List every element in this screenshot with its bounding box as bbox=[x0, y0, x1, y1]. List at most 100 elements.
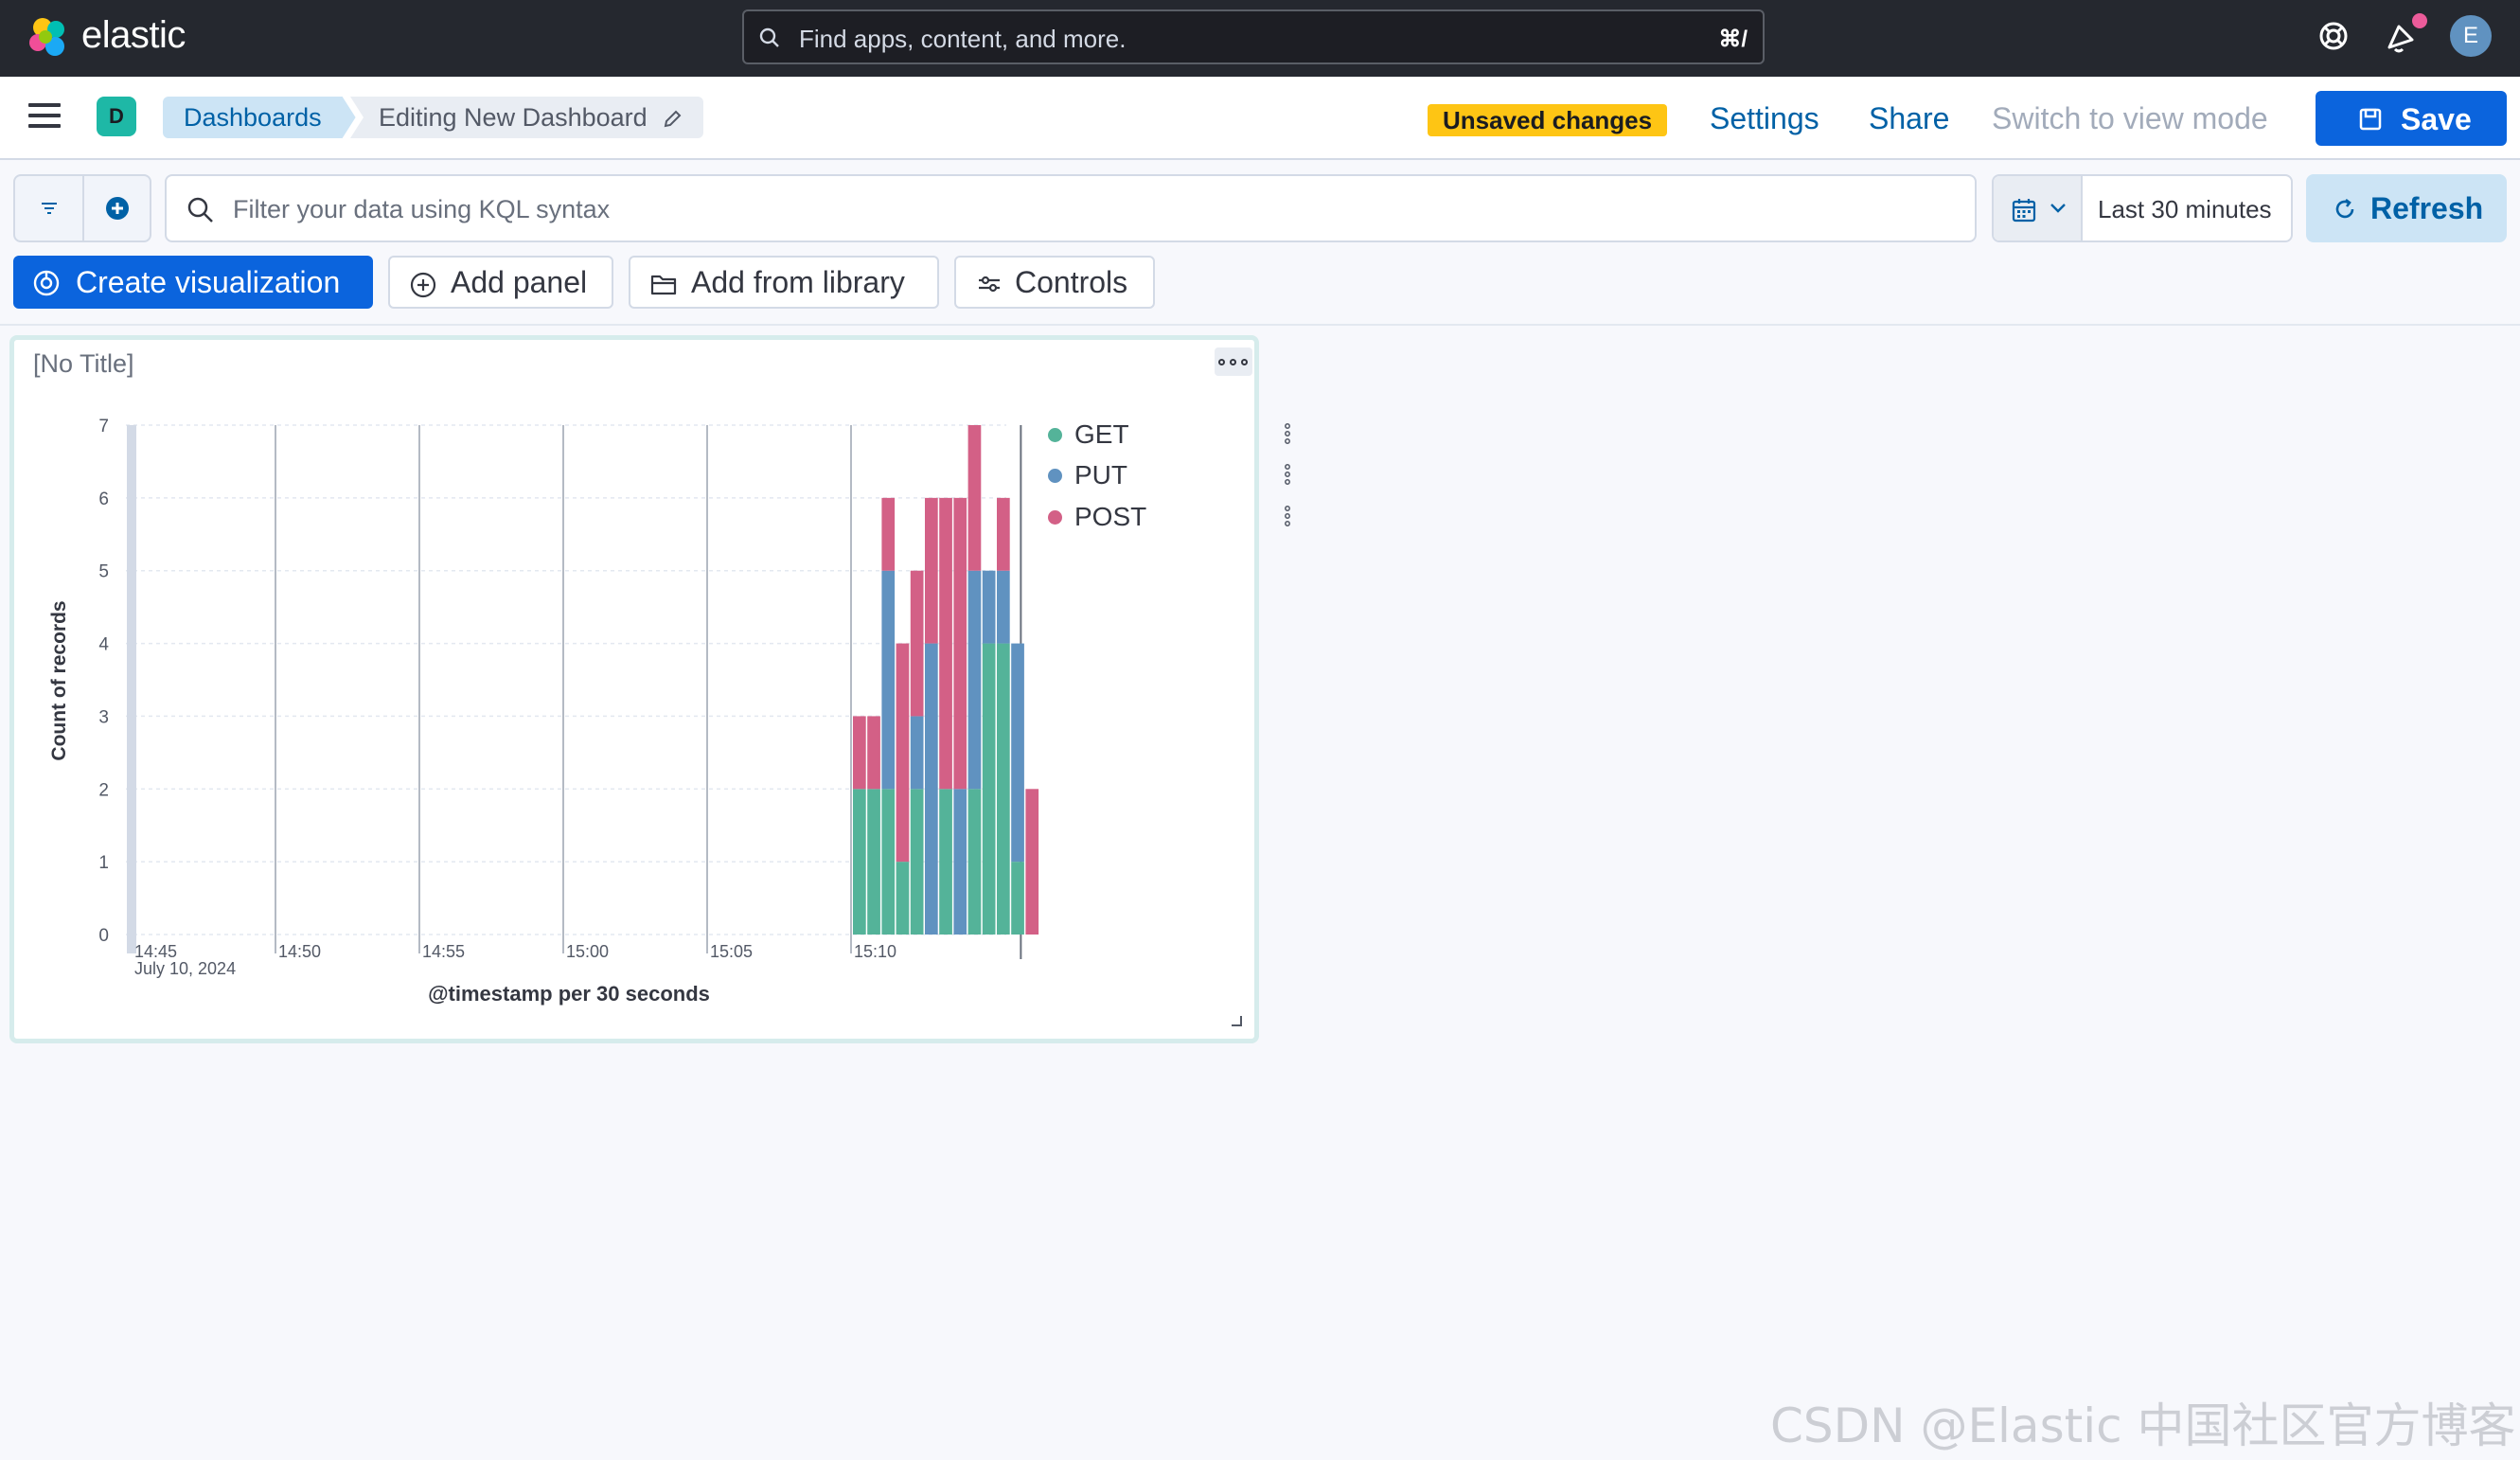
x-tick-label: 14:50 bbox=[278, 942, 321, 961]
legend-color-dot bbox=[1048, 469, 1062, 483]
x-axis-title: @timestamp per 30 seconds bbox=[428, 982, 710, 1006]
bar-segment-post bbox=[896, 643, 910, 863]
bar-segment-get bbox=[910, 789, 924, 935]
notification-dot bbox=[2412, 13, 2427, 28]
bar-segment-post bbox=[910, 570, 924, 717]
plus-in-circle-icon bbox=[410, 272, 436, 298]
newsfeed-icon[interactable] bbox=[2384, 17, 2422, 55]
save-icon bbox=[2359, 108, 2382, 131]
breadcrumb-current-label: Editing New Dashboard bbox=[379, 103, 648, 132]
bar-segment-get bbox=[982, 643, 996, 935]
create-visualization-button[interactable]: Create visualization bbox=[13, 256, 373, 309]
time-range-label: Last 30 minutes bbox=[2098, 195, 2272, 223]
date-picker[interactable]: Last 30 minutes bbox=[1992, 174, 2293, 242]
pencil-icon bbox=[664, 110, 682, 128]
bar-segment-get bbox=[1011, 862, 1024, 935]
breadcrumb-current[interactable]: Editing New Dashboard bbox=[350, 97, 704, 138]
elastic-logo-icon[interactable] bbox=[27, 16, 70, 60]
bar-segment-post bbox=[1025, 789, 1039, 935]
filter-controls bbox=[13, 174, 151, 242]
bar-segment-post bbox=[925, 497, 938, 644]
add-from-library-button[interactable]: Add from library bbox=[629, 256, 939, 309]
y-tick-label: 1 bbox=[98, 853, 109, 873]
x-tick-label: 15:05 bbox=[710, 942, 753, 961]
bar-segment-get bbox=[939, 789, 952, 935]
switch-to-view-mode-button[interactable]: Switch to view mode bbox=[1992, 101, 2268, 135]
add-panel-button[interactable]: Add panel bbox=[388, 256, 613, 309]
kql-placeholder: Filter your data using KQL syntax bbox=[233, 195, 611, 223]
watermark: CSDN @Elastic 中国社区官方博客 bbox=[1770, 1398, 2516, 1453]
create-visualization-label: Create visualization bbox=[76, 265, 341, 299]
search-icon bbox=[187, 197, 213, 223]
x-tick-label: 14:45 bbox=[134, 942, 177, 961]
search-shortcut: ⌘/ bbox=[1718, 27, 1748, 52]
refresh-button[interactable]: Refresh bbox=[2306, 174, 2507, 242]
app-toolbar: D Dashboards Editing New Dashboard Unsav… bbox=[0, 77, 2520, 160]
bar-segment-get bbox=[997, 643, 1010, 935]
bar-segment-post bbox=[967, 425, 982, 571]
bar-segment-post bbox=[939, 497, 952, 790]
bar-segment-get bbox=[896, 862, 910, 935]
bar-segment-put bbox=[982, 570, 996, 644]
quick-menu-button[interactable] bbox=[1994, 176, 2083, 240]
bar-segment-post bbox=[853, 716, 866, 790]
bar-segment-put bbox=[1011, 643, 1024, 863]
x-tick-label: 14:55 bbox=[422, 942, 465, 961]
add-filter-icon[interactable] bbox=[104, 195, 131, 222]
bar-segment-put bbox=[910, 716, 924, 790]
nav-menu-toggle-button[interactable] bbox=[28, 103, 61, 132]
global-search-input[interactable]: Find apps, content, and more. ⌘/ bbox=[742, 9, 1765, 64]
user-avatar[interactable]: E bbox=[2450, 15, 2492, 57]
x-tick-label: 15:00 bbox=[566, 942, 609, 961]
bar-chart[interactable]: 0 1 2 3 4 5 6 7 14:45 14:50 14:55 15:00 15:05 15:10 Ju… bbox=[14, 340, 1254, 1039]
bar-segment-get bbox=[853, 789, 866, 935]
save-button[interactable]: Save bbox=[2316, 91, 2507, 146]
x-date-label: July 10, 2024 bbox=[134, 959, 236, 978]
x-tick-label: 15:10 bbox=[854, 942, 896, 961]
y-tick-label: 4 bbox=[98, 635, 109, 655]
resize-handle-icon[interactable] bbox=[1230, 1014, 1243, 1027]
legend-actions-icon[interactable] bbox=[1283, 504, 1292, 528]
dashboard-panel[interactable]: [No Title] 0 1 2 3 4 5 6 7 14:45 14:50 14:55 15:00 1… bbox=[9, 335, 1290, 1043]
bar-segment-post bbox=[953, 497, 967, 790]
breadcrumb-dashboards[interactable]: Dashboards bbox=[163, 97, 356, 138]
bar-segment-put bbox=[967, 570, 982, 790]
y-tick-label: 6 bbox=[98, 490, 109, 509]
bar-segment-post bbox=[881, 497, 896, 571]
bar-segment-post bbox=[997, 497, 1010, 571]
controls-label: Controls bbox=[1015, 265, 1128, 299]
kql-query-input[interactable]: Filter your data using KQL syntax bbox=[165, 174, 1977, 242]
panel-options-button[interactable] bbox=[1215, 347, 1252, 376]
help-icon[interactable] bbox=[2316, 17, 2351, 55]
y-tick-label: 3 bbox=[98, 707, 109, 727]
legend-color-dot bbox=[1048, 428, 1062, 442]
folder-icon bbox=[650, 275, 677, 295]
legend-actions-icon[interactable] bbox=[1283, 421, 1292, 446]
filter-options-icon[interactable] bbox=[38, 197, 61, 220]
search-icon bbox=[759, 27, 779, 47]
add-from-library-label: Add from library bbox=[691, 265, 905, 299]
y-axis-title: Count of records bbox=[48, 600, 70, 760]
toolbar-divider bbox=[0, 324, 2520, 326]
y-tick-label: 5 bbox=[98, 562, 109, 582]
save-button-label: Save bbox=[2401, 102, 2472, 136]
legend-label: POST bbox=[1074, 502, 1147, 531]
legend-label: GET bbox=[1074, 419, 1129, 449]
share-button[interactable]: Share bbox=[1869, 101, 1950, 135]
calendar-icon bbox=[2012, 199, 2036, 223]
chevron-down-icon bbox=[2050, 204, 2066, 213]
bar-segment-put bbox=[925, 643, 938, 935]
controls-button[interactable]: Controls bbox=[954, 256, 1155, 309]
lens-icon bbox=[33, 270, 60, 296]
y-tick-label: 0 bbox=[98, 926, 109, 946]
legend-label: PUT bbox=[1074, 460, 1127, 490]
global-header: elastic Find apps, content, and more. ⌘/… bbox=[0, 0, 2520, 77]
y-tick-label: 7 bbox=[98, 417, 109, 436]
global-search-placeholder: Find apps, content, and more. bbox=[799, 25, 1127, 53]
legend-actions-icon[interactable] bbox=[1283, 462, 1292, 487]
brand-name[interactable]: elastic bbox=[81, 14, 186, 56]
settings-button[interactable]: Settings bbox=[1710, 101, 1819, 135]
refresh-button-label: Refresh bbox=[2370, 191, 2484, 225]
unsaved-changes-badge: Unsaved changes bbox=[1428, 104, 1668, 136]
space-avatar[interactable]: D bbox=[97, 97, 136, 136]
